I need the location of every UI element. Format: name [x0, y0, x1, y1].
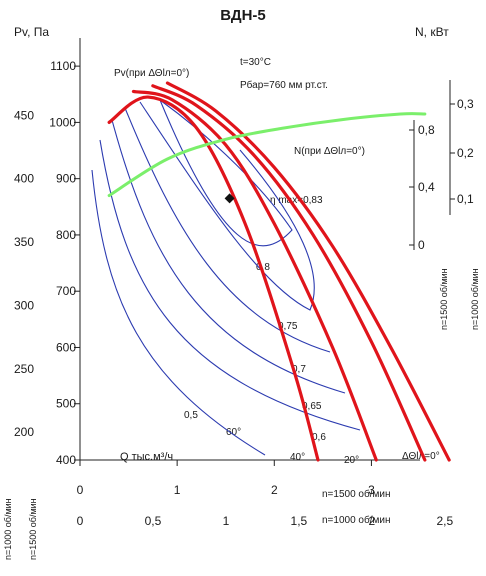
x1500-tick-label: 3	[368, 483, 375, 497]
efficiency-contour-0-75	[139, 101, 315, 311]
blade-angle-40: 40°	[290, 452, 305, 463]
efficiency-label-0-65: 0,65	[302, 401, 322, 412]
power-axis-1500-label: n=1500 об/мин	[439, 268, 449, 330]
left-axis-label: Pv, Па	[14, 25, 49, 39]
x-axis-label: Q тыс.м³/ч	[120, 451, 173, 463]
x1000-tick-label: 1	[223, 514, 230, 528]
x1500-tick-label: 1	[174, 483, 181, 497]
power1000-tick-label: 0,2	[457, 146, 474, 160]
power-curve-label: N(при ΔΘlл=0°)	[294, 146, 365, 157]
condition-pressure: Pбар=760 мм рт.ст.	[240, 79, 328, 91]
blade-angle-0: ΔΘlл=0°	[402, 451, 440, 462]
efficiency-contour-0-6	[99, 139, 361, 431]
x-axis-1000-label: n=1000 об/мин	[322, 514, 390, 526]
power1500-tick-label: 0,4	[418, 180, 435, 194]
x1000-tick-label: 1,5	[291, 514, 308, 528]
x-axis-1500-label: n=1500 об/мин	[322, 488, 390, 500]
x1000-tick-label: 0,5	[145, 514, 162, 528]
y-axis-1000-label: n=1000 об/мин	[3, 498, 13, 560]
y1500-tick-label: 800	[56, 228, 76, 242]
y1500-tick-label: 900	[56, 172, 76, 186]
efficiency-max-label: η max=0,83	[270, 195, 323, 206]
x1500-tick-label: 0	[77, 483, 84, 497]
y1000-tick-label: 300	[14, 298, 34, 312]
x1500-tick-label: 2	[271, 483, 278, 497]
efficiency-label-0-75: 0,75	[278, 321, 298, 332]
power1500-tick-label: 0,8	[418, 123, 435, 137]
x1000-tick-label: 2,5	[436, 514, 453, 528]
pressure-curve-label: Pv(при ΔΘlл=0°)	[114, 68, 189, 79]
y1000-tick-label: 400	[14, 172, 34, 186]
y1000-tick-label: 350	[14, 235, 34, 249]
x1000-tick-label: 0	[77, 514, 84, 528]
chart-title: ВДН-5	[220, 7, 266, 24]
y1000-tick-label: 450	[14, 108, 34, 122]
efficiency-label-0-8: 0,8	[256, 262, 270, 273]
efficiency-label-0-5: 0,5	[184, 410, 198, 421]
y1000-tick-label: 250	[14, 362, 34, 376]
efficiency-contours	[91, 99, 361, 456]
pressure-curve-series-1	[131, 89, 378, 462]
efficiency-contour-0-5	[91, 169, 266, 456]
y1500-tick-label: 400	[56, 453, 76, 467]
efficiency-contour-0-65	[111, 119, 346, 394]
efficiency-contour-0-7	[124, 107, 331, 353]
efficiency-label-0-6: 0,6	[312, 432, 326, 443]
power1000-tick-label: 0,1	[457, 192, 474, 206]
pressure-curve-series-0	[107, 95, 320, 462]
y1000-tick-label: 200	[14, 425, 34, 439]
efficiency-max-marker	[224, 193, 235, 204]
x1000-tick-label: 2	[369, 514, 376, 528]
right-axis-label: N, кВт	[415, 25, 449, 39]
blade-angle-20: 20°	[344, 455, 359, 466]
blade-angle-60: 60°	[226, 427, 241, 438]
condition-temp: t=30°C	[240, 57, 271, 68]
pressure-curve-series-2	[151, 84, 427, 462]
y1500-tick-label: 600	[56, 340, 76, 354]
power1000-tick-label: 0,3	[457, 97, 474, 111]
pressure-curve-series-3	[165, 81, 451, 462]
y-axis-1500-label: n=1500 об/мин	[28, 498, 38, 560]
power1500-tick-label: 0	[418, 238, 425, 252]
y1500-tick-label: 1100	[50, 59, 76, 73]
y1500-tick-label: 1000	[49, 115, 76, 129]
power-axis-1000-label: n=1000 об/мин	[470, 268, 480, 330]
y1500-tick-label: 500	[56, 397, 76, 411]
y1500-tick-label: 700	[56, 284, 76, 298]
power-curve	[107, 112, 427, 198]
efficiency-label-0-7: 0,7	[292, 364, 306, 375]
